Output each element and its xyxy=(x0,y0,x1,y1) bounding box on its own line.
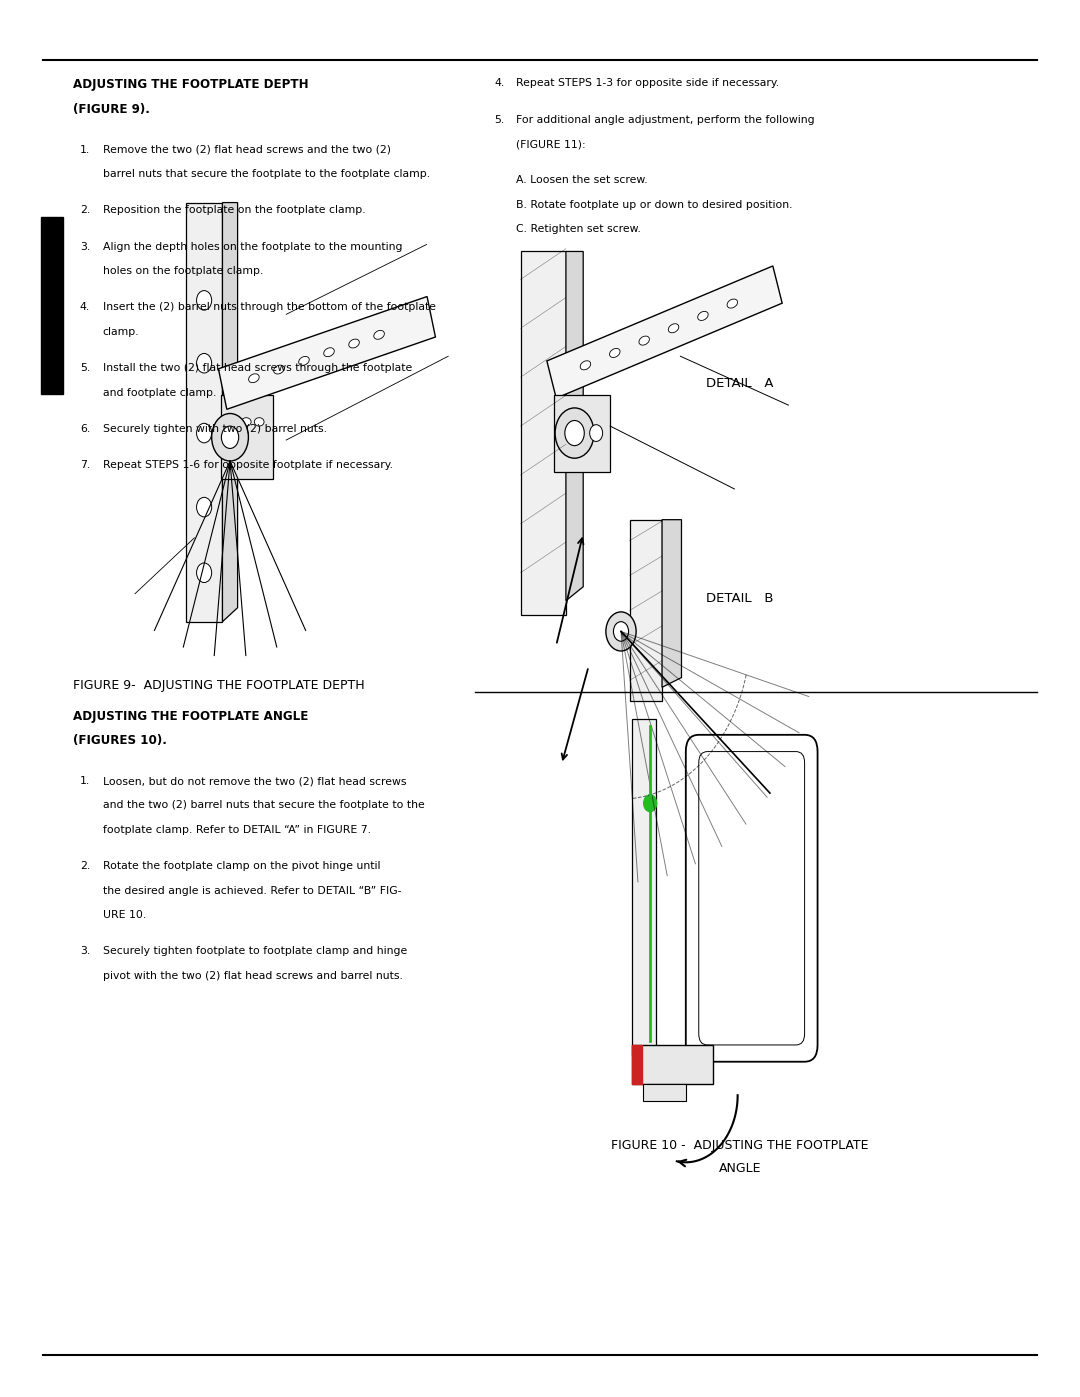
Text: FIGURE 9-  ADJUSTING THE FOOTPLATE DEPTH: FIGURE 9- ADJUSTING THE FOOTPLATE DEPTH xyxy=(73,679,365,692)
Bar xyxy=(643,1084,686,1101)
Circle shape xyxy=(197,497,212,517)
Ellipse shape xyxy=(698,312,708,320)
Circle shape xyxy=(590,425,603,441)
Ellipse shape xyxy=(254,418,265,426)
Text: (FIGURES 10).: (FIGURES 10). xyxy=(73,735,167,747)
Text: Install the two (2) flat head screws through the footplate: Install the two (2) flat head screws thr… xyxy=(103,363,411,373)
Bar xyxy=(521,251,566,615)
Text: DETAIL   B: DETAIL B xyxy=(706,592,773,605)
FancyBboxPatch shape xyxy=(686,735,818,1062)
Text: Insert the (2) barrel nuts through the bottom of the footplate: Insert the (2) barrel nuts through the b… xyxy=(103,303,435,313)
Text: C. Retighten set screw.: C. Retighten set screw. xyxy=(516,224,642,235)
Text: Securely tighten with two (2) barrel nuts.: Securely tighten with two (2) barrel nut… xyxy=(103,425,326,434)
Ellipse shape xyxy=(727,299,738,309)
Text: 7.: 7. xyxy=(80,461,90,471)
Text: barrel nuts that secure the footplate to the footplate clamp.: barrel nuts that secure the footplate to… xyxy=(103,169,430,179)
Text: A. Loosen the set screw.: A. Loosen the set screw. xyxy=(516,176,648,186)
Polygon shape xyxy=(662,520,681,687)
Polygon shape xyxy=(566,251,583,601)
Text: and footplate clamp.: and footplate clamp. xyxy=(103,387,216,398)
Text: 5.: 5. xyxy=(495,115,504,124)
Polygon shape xyxy=(222,203,238,622)
FancyBboxPatch shape xyxy=(699,752,805,1045)
Circle shape xyxy=(212,414,248,461)
Polygon shape xyxy=(546,265,782,398)
Circle shape xyxy=(606,612,636,651)
Text: B. Rotate footplate up or down to desired position.: B. Rotate footplate up or down to desire… xyxy=(516,200,793,210)
Text: holes on the footplate clamp.: holes on the footplate clamp. xyxy=(103,265,262,277)
Ellipse shape xyxy=(374,331,384,339)
Text: 4.: 4. xyxy=(80,303,90,313)
Ellipse shape xyxy=(227,418,238,426)
Text: footplate clamp. Refer to DETAIL “A” in FIGURE 7.: footplate clamp. Refer to DETAIL “A” in … xyxy=(103,824,370,835)
Text: FIGURE 10 -  ADJUSTING THE FOOTPLATE: FIGURE 10 - ADJUSTING THE FOOTPLATE xyxy=(611,1139,868,1151)
Text: Align the depth holes on the footplate to the mounting: Align the depth holes on the footplate t… xyxy=(103,242,402,251)
Text: and the two (2) barrel nuts that secure the footplate to the: and the two (2) barrel nuts that secure … xyxy=(103,800,424,810)
Ellipse shape xyxy=(324,348,335,356)
Ellipse shape xyxy=(242,418,252,426)
Ellipse shape xyxy=(609,348,620,358)
Text: Rotate the footplate clamp on the pivot hinge until: Rotate the footplate clamp on the pivot … xyxy=(103,861,380,872)
Text: 2.: 2. xyxy=(80,861,90,872)
Text: ADJUSTING THE FOOTPLATE ANGLE: ADJUSTING THE FOOTPLATE ANGLE xyxy=(73,710,309,722)
Bar xyxy=(632,1045,642,1084)
Ellipse shape xyxy=(580,360,591,370)
Text: 4.: 4. xyxy=(495,78,504,88)
Bar xyxy=(630,520,662,701)
Circle shape xyxy=(197,353,212,373)
Text: Reposition the footplate on the footplate clamp.: Reposition the footplate on the footplat… xyxy=(103,205,365,215)
Bar xyxy=(632,719,656,1055)
Circle shape xyxy=(197,291,212,310)
Ellipse shape xyxy=(248,374,259,383)
Ellipse shape xyxy=(299,356,309,365)
Ellipse shape xyxy=(669,324,679,332)
Text: (FIGURE 9).: (FIGURE 9). xyxy=(73,103,150,116)
Text: 1.: 1. xyxy=(80,777,90,787)
Circle shape xyxy=(644,795,657,812)
Circle shape xyxy=(613,622,629,641)
Text: Securely tighten footplate to footplate clamp and hinge: Securely tighten footplate to footplate … xyxy=(103,947,407,957)
Text: 1.: 1. xyxy=(80,145,90,155)
Text: 6.: 6. xyxy=(80,425,90,434)
Bar xyxy=(186,203,222,622)
Text: URE 10.: URE 10. xyxy=(103,911,146,921)
Text: 2.: 2. xyxy=(80,205,90,215)
Circle shape xyxy=(221,426,239,448)
Text: 3.: 3. xyxy=(80,947,90,957)
Text: ADJUSTING THE FOOTPLATE DEPTH: ADJUSTING THE FOOTPLATE DEPTH xyxy=(73,78,309,91)
Text: DETAIL   A: DETAIL A xyxy=(706,377,773,390)
Text: 3.: 3. xyxy=(80,242,90,251)
Text: For additional angle adjustment, perform the following: For additional angle adjustment, perform… xyxy=(516,115,815,124)
Circle shape xyxy=(197,423,212,443)
Polygon shape xyxy=(218,296,435,409)
Text: ANGLE: ANGLE xyxy=(718,1162,761,1175)
Circle shape xyxy=(555,408,594,458)
Ellipse shape xyxy=(273,365,284,374)
Text: Loosen, but do not remove the two (2) flat head screws: Loosen, but do not remove the two (2) fl… xyxy=(103,777,406,787)
Text: clamp.: clamp. xyxy=(103,327,139,337)
Bar xyxy=(41,217,63,394)
Text: the desired angle is achieved. Refer to DETAIL “B” FIG-: the desired angle is achieved. Refer to … xyxy=(103,886,401,895)
Circle shape xyxy=(565,420,584,446)
Ellipse shape xyxy=(639,337,649,345)
Bar xyxy=(554,395,610,472)
Text: pivot with the two (2) flat head screws and barrel nuts.: pivot with the two (2) flat head screws … xyxy=(103,971,403,981)
Ellipse shape xyxy=(349,339,360,348)
Text: Repeat STEPS 1-3 for opposite side if necessary.: Repeat STEPS 1-3 for opposite side if ne… xyxy=(516,78,780,88)
Text: (FIGURE 11):: (FIGURE 11): xyxy=(516,140,585,149)
Circle shape xyxy=(197,563,212,583)
Text: Remove the two (2) flat head screws and the two (2): Remove the two (2) flat head screws and … xyxy=(103,145,391,155)
Bar xyxy=(221,395,273,479)
Text: 5.: 5. xyxy=(80,363,90,373)
Text: Repeat STEPS 1-6 for opposite footplate if necessary.: Repeat STEPS 1-6 for opposite footplate … xyxy=(103,461,393,471)
Bar xyxy=(632,1045,713,1084)
